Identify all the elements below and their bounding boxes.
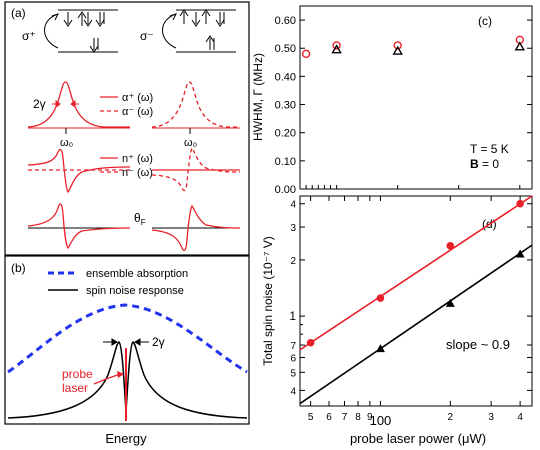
c-y-tick-label: 0.40 — [275, 71, 296, 83]
two-gamma-label: 2γ — [33, 97, 46, 111]
omega0-left-label: ω₀ — [60, 137, 73, 149]
d-fit-line — [299, 244, 533, 405]
d-y-tick-label: 5 — [290, 368, 296, 379]
theta-f-right — [151, 204, 241, 252]
c-point-circle — [332, 41, 341, 50]
spin-noise-response-curve — [7, 341, 248, 419]
panel-b-label: (b) — [11, 261, 26, 275]
two-gamma-marker — [52, 100, 79, 108]
level-diagram-left — [44, 9, 118, 53]
panel-a-label: (a) — [11, 6, 26, 20]
d-y-tick-label: 4 — [290, 200, 296, 211]
panel-d-x-label: probe laser power (μW) — [350, 431, 486, 446]
legend-spin-noise-label: spin noise response — [86, 285, 184, 297]
n-legend-1: n⁺ (ω) — [122, 153, 153, 165]
c-y-tick-label: 0.30 — [275, 100, 296, 112]
panel-d-y-axis: 4 5 6 7 1 2 3 4 — [289, 200, 532, 397]
probe-label-line2: laser — [62, 381, 88, 395]
sigma-minus-label: σ⁻ — [140, 29, 154, 43]
panel-b-frame — [4, 255, 250, 425]
d-y-tick-label: 1 — [289, 309, 296, 323]
probe-arrow-head — [117, 371, 124, 378]
d-y-tick-label: 6 — [290, 354, 296, 365]
c-y-tick-label: 0.10 — [275, 156, 296, 168]
c-y-tick-label: 0.50 — [275, 43, 296, 55]
sigma-plus-label: σ⁺ — [22, 29, 36, 43]
n-legend-2: n⁻ (ω) — [122, 167, 153, 179]
panel-c: (c) 0.00 0.10 0.20 0.30 0.40 0.50 0.60 HWHM, Γ… — [251, 5, 533, 196]
d-point-circle — [516, 199, 524, 208]
panel-d-marks — [306, 199, 525, 353]
d-y-tick-label: 3 — [290, 223, 296, 234]
panel-a-frame — [4, 1, 250, 256]
level-diagram-right — [162, 9, 236, 53]
abs-alpha-plus-left — [27, 81, 130, 128]
abs-alpha-minus-right — [151, 81, 240, 128]
legend-absorption-label: ensemble absorption — [86, 268, 188, 280]
d-point-triangle — [515, 249, 525, 258]
d-x-tick-label: 4 — [517, 412, 523, 423]
d-y-tick-label: 2 — [290, 256, 296, 267]
d-x-tick-label: 6 — [326, 412, 332, 423]
omega0-right-label: ω₀ — [184, 137, 197, 149]
panel-c-y-axis: 0.00 0.10 0.20 0.30 0.40 0.50 0.60 — [275, 15, 532, 196]
panel-c-label: (c) — [478, 14, 492, 28]
n-minus-right — [151, 146, 241, 192]
panel-d-y-label: Total spin noise (10⁻⁷ V) — [261, 236, 275, 365]
panel-c-x-axis — [305, 185, 521, 189]
panel-d-fit-lines — [299, 195, 533, 405]
d-x-tick-label: 9 — [367, 412, 373, 423]
abs-legend-2: α⁻ (ω) — [122, 106, 153, 118]
panel-b-two-gamma: 2γ — [152, 335, 165, 349]
d-point-circle — [306, 338, 315, 347]
spin-noise-width-marker — [103, 338, 149, 346]
c-y-tick-label: 0.00 — [275, 184, 296, 196]
energy-axis-label: Energy — [105, 431, 147, 446]
d-point-circle — [376, 294, 385, 302]
d-x-tick-label: 5 — [308, 412, 314, 423]
panel-c-marks — [301, 35, 525, 59]
d-x-tick-label: 2 — [448, 412, 454, 423]
c-y-tick-label: 0.60 — [275, 15, 296, 27]
d-x-tick-label: 3 — [488, 412, 494, 423]
c-point-triangle — [514, 41, 525, 51]
d-fit-line — [299, 195, 533, 351]
theta-f-left — [27, 203, 131, 249]
slope-annotation: slope ~ 0.9 — [446, 337, 510, 352]
probe-label-line1: probe — [62, 367, 93, 381]
abs-legend-1: α⁺ (ω) — [122, 92, 153, 104]
panel-b: (b) ensemble absorption spin noise respo… — [4, 255, 250, 446]
c-point-triangle — [392, 45, 403, 55]
panel-d-frame — [299, 195, 533, 407]
d-point-circle — [446, 242, 455, 250]
annot-temperature: T = 5 K — [470, 142, 509, 156]
d-x-tick-label: 7 — [342, 412, 348, 423]
d-y-tick-label: 7 — [290, 341, 296, 352]
annot-field: B = 0 — [470, 157, 499, 171]
d-point-triangle — [375, 344, 385, 353]
c-y-tick-label: 0.20 — [275, 128, 296, 140]
d-x-tick-label: 100 — [370, 413, 392, 428]
d-point-triangle — [445, 298, 455, 307]
panel-a: (a) σ⁺ — [4, 1, 250, 256]
panel-c-frame — [299, 5, 533, 190]
c-point-triangle — [331, 44, 342, 54]
theta-f-label: θF — [134, 211, 146, 227]
c-point-circle — [301, 49, 311, 59]
ensemble-absorption-curve — [7, 303, 248, 374]
panel-c-y-label: HWHM, Γ (MHz) — [251, 53, 265, 141]
d-x-tick-label: 8 — [355, 412, 361, 423]
c-point-circle — [393, 41, 402, 50]
n-plus-left — [27, 148, 131, 193]
d-y-tick-label: 4 — [290, 386, 296, 397]
